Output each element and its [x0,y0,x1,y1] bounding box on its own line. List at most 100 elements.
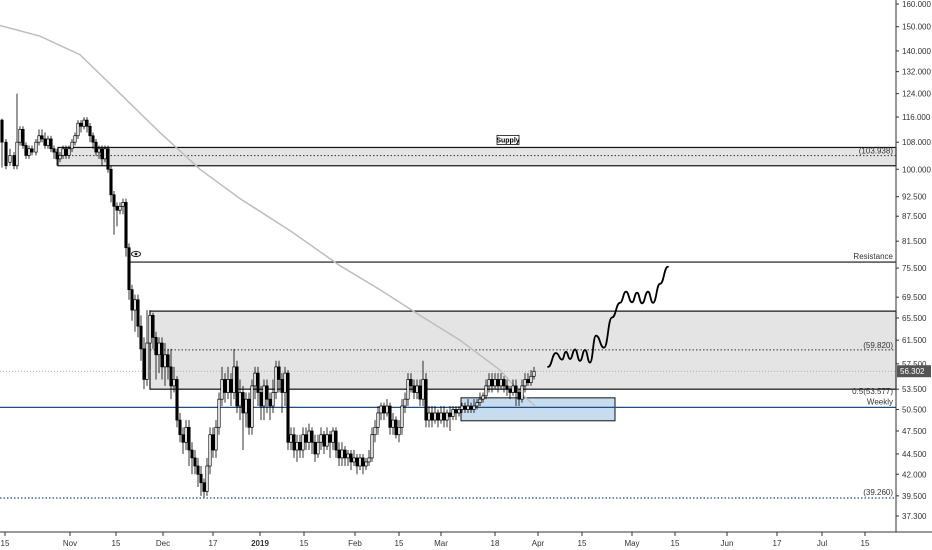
candle [376,406,380,435]
candle [52,145,56,159]
candle-body-down [169,366,173,387]
candle-body-up [406,379,410,400]
candle-body-down [424,379,428,421]
x-tick-label: 15 [300,539,309,548]
weekly-label: Weekly [867,397,893,406]
candle-body-down [517,392,521,400]
candle-body-up [352,457,356,463]
candle-body-up [274,366,278,393]
y-tick-label: 81.500 [902,237,927,246]
candle [445,409,449,428]
candle-body-down [43,138,47,146]
candle-body-up [493,379,497,387]
price-axis[interactable]: 160.000 150.000 140.000 132.000 124.000 116.0… [896,0,931,521]
candle-body-up [208,434,212,467]
candle [8,148,12,166]
candle-body-up [340,449,344,459]
candle [40,129,44,143]
y-tick-label: 57.500 [902,360,927,369]
candle-body-up [214,426,218,451]
candle-body-up [475,402,479,407]
candle [430,406,434,428]
candle-body-up [520,385,524,400]
candle [244,392,248,428]
candle [319,427,323,451]
candle [21,126,25,149]
candle [202,478,206,498]
candle-body-down [160,342,164,368]
y-tick-label: 61.500 [902,336,927,345]
supply-label-box [496,135,520,145]
candle [139,315,143,361]
candle-body-down [52,148,56,153]
candle [172,366,176,393]
candle-body-down [259,392,263,407]
candle-body-down [502,379,506,387]
candle-body-up [163,354,167,368]
candle [487,373,491,393]
candle-body-down [355,457,359,467]
candle-body-up [484,385,488,397]
time-axis[interactable]: 15 Nov 15 Dec 17 2019 15 Feb 15 Mar 18 Apr 15 May 15 Ju… [1,532,870,548]
candle [454,406,458,421]
candle [397,420,401,443]
candle [388,402,392,435]
candle [442,406,446,428]
candle [469,402,473,413]
candle [265,379,269,413]
candle [433,406,437,424]
candle-body-up [244,398,248,414]
y-tick-label: 108.000 [902,138,931,147]
levels-layer [0,261,896,499]
candle [439,406,443,424]
candle [460,402,464,413]
x-tick-label: 15 [395,539,404,548]
candle-body-up [403,398,407,407]
candle-body-up [37,135,41,143]
current-price-tag-bg [897,365,931,378]
candle-body-down [211,434,215,451]
candle [490,373,494,393]
candle [406,373,410,407]
candle [217,392,221,435]
eye-icon[interactable] [131,250,141,258]
candle-body-up [58,155,62,160]
candle [24,142,28,159]
candle-body-up [82,119,86,127]
candle [199,465,203,496]
candle [457,406,461,417]
x-tick-label: Dec [156,539,170,548]
y-tick-label: 42.000 [902,470,927,479]
candle [301,427,305,458]
moving-average-layer [0,24,536,407]
candle [298,434,302,458]
candle [277,360,281,393]
candle-body-down [151,315,155,338]
candle-body-up [373,426,377,436]
candle-body-up [8,155,12,163]
candle-body-up [451,409,455,417]
bottom-label: (39.260) [863,488,893,497]
candle-body-up [232,366,236,393]
candle [121,198,125,215]
candle-body-down [181,434,185,443]
candle [400,399,404,435]
y-tick-label: 65.500 [902,314,927,323]
projection-layer [547,265,669,368]
candle [124,198,128,257]
candle [394,416,398,439]
candle-body-up [439,412,443,421]
candle [502,376,506,393]
candle [151,312,155,349]
x-tick-label: Jun [721,539,734,548]
candle [511,379,515,396]
y-tick-label: 53.500 [902,385,927,394]
candle-body-up [472,405,476,410]
candle-body-down [175,379,179,421]
candle [166,348,170,380]
candle-body-down [337,449,341,459]
candle-body-down [448,412,452,417]
candles-layer [0,93,536,498]
candle-body-down [349,453,353,463]
